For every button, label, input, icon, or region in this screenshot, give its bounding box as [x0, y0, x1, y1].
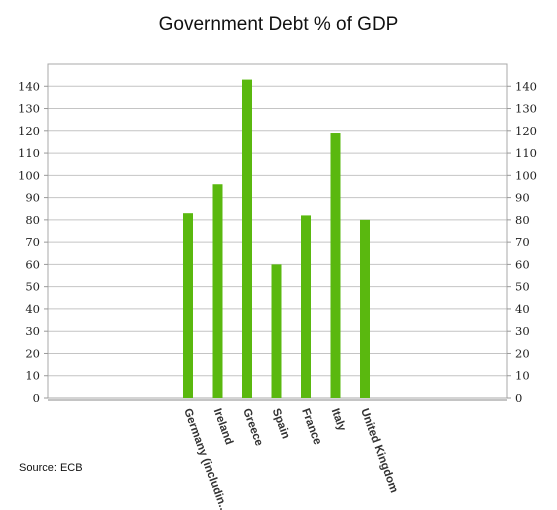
- y-tick-label: 10: [25, 369, 40, 383]
- y-tick-label-right: 40: [515, 302, 530, 316]
- bar: [242, 79, 252, 398]
- y-tick-label-right: 90: [515, 191, 530, 205]
- y-tick-label-right: 70: [515, 235, 530, 249]
- chart-title: Government Debt % of GDP: [158, 14, 399, 35]
- x-tick-label: France: [299, 407, 323, 447]
- x-tick-label: United Kingdom: [358, 407, 400, 495]
- y-tick-label: 40: [25, 302, 40, 316]
- category-labels: Germany (includin...Ireland Greece Spain Fr…: [181, 407, 400, 510]
- y-tick-label: 90: [25, 191, 40, 205]
- y-tick-label-right: 80: [515, 213, 530, 227]
- y-tick-label: 110: [18, 146, 40, 160]
- bar: [330, 133, 341, 398]
- y-tick-label-right: 0: [515, 391, 522, 405]
- y-tick-label-right: 30: [515, 324, 530, 338]
- bar: [271, 264, 282, 398]
- y-tick-labels: 0 0 10 10 20 20 30 30 40 40 50 50 60 60 70 70 80 80 90 90 10…: [18, 79, 537, 405]
- y-tick-label: 30: [25, 324, 40, 338]
- bar: [360, 219, 370, 398]
- y-tick-label-right: 100: [515, 168, 537, 182]
- y-tick-label: 60: [25, 257, 40, 271]
- bar: [183, 213, 193, 398]
- y-tick-label-right: 120: [515, 124, 537, 138]
- y-tick-label-right: 140: [515, 79, 537, 93]
- y-tick-label: 20: [25, 346, 40, 360]
- y-tick-label: 100: [18, 168, 40, 182]
- bars: [183, 79, 370, 398]
- x-tick-label: Italy: [329, 407, 348, 433]
- x-tick-label: Greece: [240, 407, 265, 448]
- y-tick-label: 70: [25, 235, 40, 249]
- y-tick-label-right: 10: [515, 369, 530, 383]
- source-note: Source: ECB: [19, 462, 83, 474]
- y-tick-label: 130: [18, 102, 40, 116]
- y-tick-label-right: 110: [515, 146, 537, 160]
- y-tick-label-right: 20: [515, 346, 530, 360]
- y-tick-label: 50: [25, 280, 40, 294]
- y-tick-label-right: 60: [515, 257, 530, 271]
- x-tick-label: Spain: [270, 407, 292, 441]
- y-tick-label: 80: [25, 213, 40, 227]
- y-tick-label: 0: [33, 391, 40, 405]
- y-tick-label-right: 50: [515, 280, 530, 294]
- x-tick-label: Ireland: [211, 407, 235, 447]
- bar: [212, 184, 223, 398]
- bar: [301, 215, 311, 398]
- y-tick-label: 120: [18, 124, 40, 138]
- y-tick-label: 140: [18, 79, 40, 93]
- y-tick-label-right: 130: [515, 102, 537, 116]
